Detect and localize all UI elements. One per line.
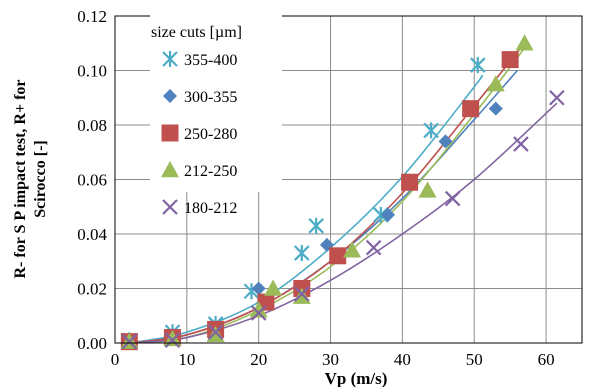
x-tick-label: 50 [466,350,483,369]
marker-stroke [164,332,181,349]
marker-stroke [444,190,461,207]
data-point [164,332,181,349]
data-point [121,333,138,350]
data-point [549,89,565,106]
data-point [250,305,267,321]
marker-shape [438,134,453,149]
marker-shape [381,207,396,222]
marker-shape [249,301,268,318]
data-points [120,34,565,351]
data-point [294,245,310,262]
legend-background [150,14,282,192]
x-tick-label: 10 [178,350,195,369]
legend-marker [162,199,178,215]
plot-area-frame [114,15,583,344]
x-axis-ticks: 0 10 20 30 40 50 60 [111,350,555,369]
legend-marker [161,124,179,142]
legend-marker [162,51,178,67]
x-tick-label: 0 [111,350,120,369]
legend: 355-400 300-355 250-280 212-250 180-212 [161,51,237,217]
data-point [257,293,275,311]
y-tick-label: 0.02 [77,280,107,299]
data-point [488,101,503,116]
data-point [470,57,486,74]
data-point [438,134,453,149]
data-point [423,122,439,139]
data-point [462,100,480,118]
marker-shape [251,281,266,296]
legend-label: 212-250 [184,163,237,180]
data-point [501,51,519,69]
data-point [401,173,419,191]
marker-shape [163,329,182,347]
x-tick-label: 20 [250,350,267,369]
marker-shape [486,75,505,92]
marker-shape [515,34,534,51]
x-tick-label: 40 [394,350,411,369]
x-tick-label: 60 [538,350,555,369]
marker-shape [161,161,179,178]
trendline-180-212 [129,102,558,344]
legend-marker [163,89,177,103]
marker-shape [257,293,275,311]
marker-stroke [121,333,138,350]
marker-shape [329,247,347,265]
marker-stroke [250,305,267,321]
marker-stroke [207,324,224,340]
marker-shape [488,101,503,116]
data-point [207,324,224,340]
legend-title: size cuts [µm] [151,24,242,41]
y-tick-label: 0.00 [77,334,107,353]
marker-shape [161,124,179,142]
y-axis-label-line2: Scirocco [-] [32,140,49,217]
data-point [486,75,505,92]
data-point [329,247,347,265]
legend-label: 250-280 [184,126,237,143]
y-axis-ticks: 0.00 0.02 0.04 0.06 0.08 0.10 0.12 [77,7,107,353]
marker-shape [462,100,480,118]
x-axis-label: Vp (m/s) [325,369,388,387]
data-point [251,281,266,296]
data-point [163,329,182,347]
legend-label: 180-212 [184,200,237,217]
data-point [418,181,437,198]
x-tick-label: 30 [322,350,339,369]
y-axis-label-line1: R- for S P impact test, R+ for [12,80,29,279]
legend-label: 355-400 [184,52,237,69]
legend-label: 300-355 [184,89,237,106]
marker-shape [418,181,437,198]
marker-stroke [162,199,178,215]
data-point [249,301,268,318]
y-tick-label: 0.10 [77,62,107,81]
y-tick-label: 0.04 [77,225,107,244]
marker-stroke [365,239,382,256]
data-point [381,207,396,222]
legend-marker [161,161,179,178]
data-point [444,190,461,207]
marker-shape [401,173,419,191]
marker-stroke [513,136,529,152]
data-point [365,239,382,256]
marker-stroke [549,89,565,106]
marker-stroke [294,286,310,302]
trendline-355-400 [129,74,484,344]
y-tick-label: 0.12 [77,7,107,26]
data-point [343,241,362,258]
data-point [264,279,283,296]
y-tick-label: 0.06 [77,171,107,190]
marker-shape [264,279,283,296]
data-point [515,34,534,51]
data-point [294,286,310,302]
marker-shape [163,89,177,103]
marker-shape [343,241,362,258]
marker-shape [501,51,519,69]
data-point [373,206,389,223]
data-point [308,217,324,234]
y-tick-label: 0.08 [77,116,107,135]
data-point [513,136,529,152]
